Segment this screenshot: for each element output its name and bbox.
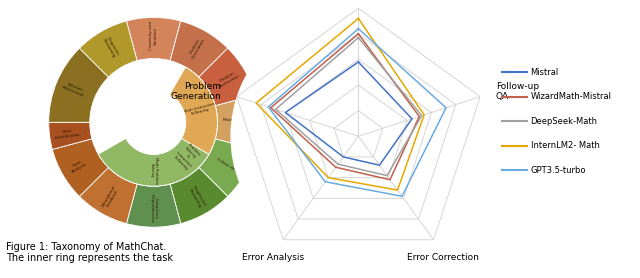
Text: Problem
Abstraction: Problem Abstraction [216,70,241,89]
Text: GPT3.5-turbo: GPT3.5-turbo [531,166,586,175]
Text: Progressive
Reasoning: Progressive Reasoning [188,185,207,210]
Wedge shape [170,67,218,154]
Text: Follow-up QA: Follow-up QA [216,157,241,174]
Text: Creativity and
Variation: Creativity and Variation [149,21,158,50]
Wedge shape [127,18,180,61]
Wedge shape [199,139,255,197]
Wedge shape [127,184,180,227]
Wedge shape [99,138,209,186]
Text: Error Analysis: Error Analysis [243,253,305,262]
Text: Follow-up
QA: Follow-up QA [496,82,539,101]
Text: WizardMath-Mistral: WizardMath-Mistral [531,92,612,101]
Text: Educational
Feedback: Educational Feedback [100,185,120,210]
Wedge shape [79,21,137,77]
Text: Math Instruction
Following: Math Instruction Following [223,118,257,126]
Text: Figure 1: Taxonomy of MathChat.
The inner ring represents the task: Figure 1: Taxonomy of MathChat. The inne… [6,242,173,264]
Text: Math Problem
Solving: Math Problem Solving [149,157,158,184]
Wedge shape [199,48,255,106]
Wedge shape [170,21,228,77]
Wedge shape [79,167,137,224]
Text: Error Correction: Error Correction [408,253,479,262]
Text: Problem
Generation: Problem Generation [170,82,221,101]
Wedge shape [49,48,108,122]
Wedge shape [215,95,259,150]
Wedge shape [170,167,228,224]
Text: InternLM2- Math: InternLM2- Math [531,141,600,150]
Text: Diagnostic
Reasoning: Diagnostic Reasoning [101,36,120,59]
Text: Error
Identification: Error Identification [54,128,82,140]
Text: Problem
Generation: Problem Generation [188,35,206,59]
Circle shape [122,90,186,154]
Wedge shape [99,67,218,186]
Wedge shape [49,122,92,150]
Wedge shape [52,139,108,197]
Text: DeepSeek-Math: DeepSeek-Math [531,117,598,126]
Text: Math Instruction
Following: Math Instruction Following [183,102,216,118]
Text: Solution
Refinement: Solution Refinement [61,81,86,98]
Text: Mistral: Mistral [531,68,559,77]
Text: Long-term
Dependencies: Long-term Dependencies [149,194,158,224]
Text: Problem
Solving
&
Instruction
Following: Problem Solving & Instruction Following [172,141,203,172]
Text: Error
Analysis: Error Analysis [69,158,88,173]
